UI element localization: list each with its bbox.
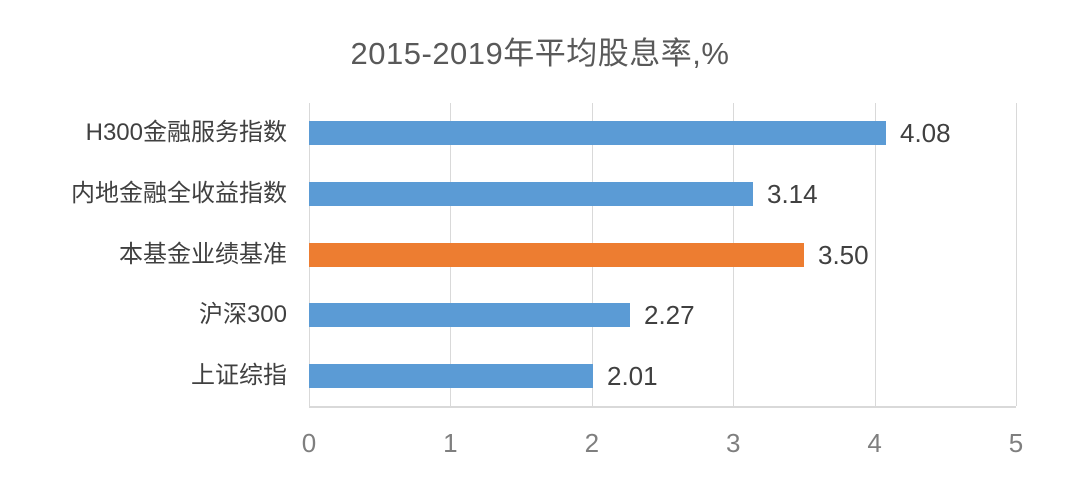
x-tick-label: 3 — [725, 428, 741, 458]
bar-本基金业绩基准 — [309, 243, 804, 267]
value-label: 3.14 — [767, 179, 818, 209]
y-axis-category-labels: H300金融服务指数内地金融全收益指数本基金业绩基准沪深300 上证综指 — [0, 103, 287, 406]
bar-沪深300 — [309, 303, 630, 327]
category-label: 上证综指 — [191, 362, 287, 389]
gridline-x-5 — [1016, 103, 1017, 406]
x-axis: 0 1 2 3 4 5 — [0, 428, 1080, 468]
value-label: 3.50 — [818, 240, 869, 270]
value-label: 2.27 — [644, 300, 695, 330]
gridline-x-4 — [875, 103, 876, 406]
x-tick-label: 5 — [1008, 428, 1024, 458]
bar-H300金融服务指数 — [309, 121, 886, 145]
chart-title: 2015-2019年平均股息率,% — [350, 36, 730, 71]
plot-area: 4.08 3.14 3.50 2.27 2.01 — [309, 103, 1017, 408]
category-label: 沪深300 — [198, 301, 287, 328]
x-tick-label: 1 — [443, 428, 458, 458]
x-tick-label: 4 — [867, 428, 882, 458]
bar-内地金融全收益指数 — [309, 182, 753, 206]
category-label: 内地金融全收益指数 — [71, 180, 287, 207]
bar-上证综指 — [309, 364, 593, 388]
value-label: 4.08 — [900, 118, 951, 148]
category-label: 本基金业绩基准 — [119, 241, 287, 268]
x-tick-label: 0 — [301, 428, 317, 458]
value-label: 2.01 — [607, 361, 658, 391]
x-tick-label: 2 — [584, 428, 600, 458]
category-label: H300金融服务指数 — [85, 119, 287, 146]
